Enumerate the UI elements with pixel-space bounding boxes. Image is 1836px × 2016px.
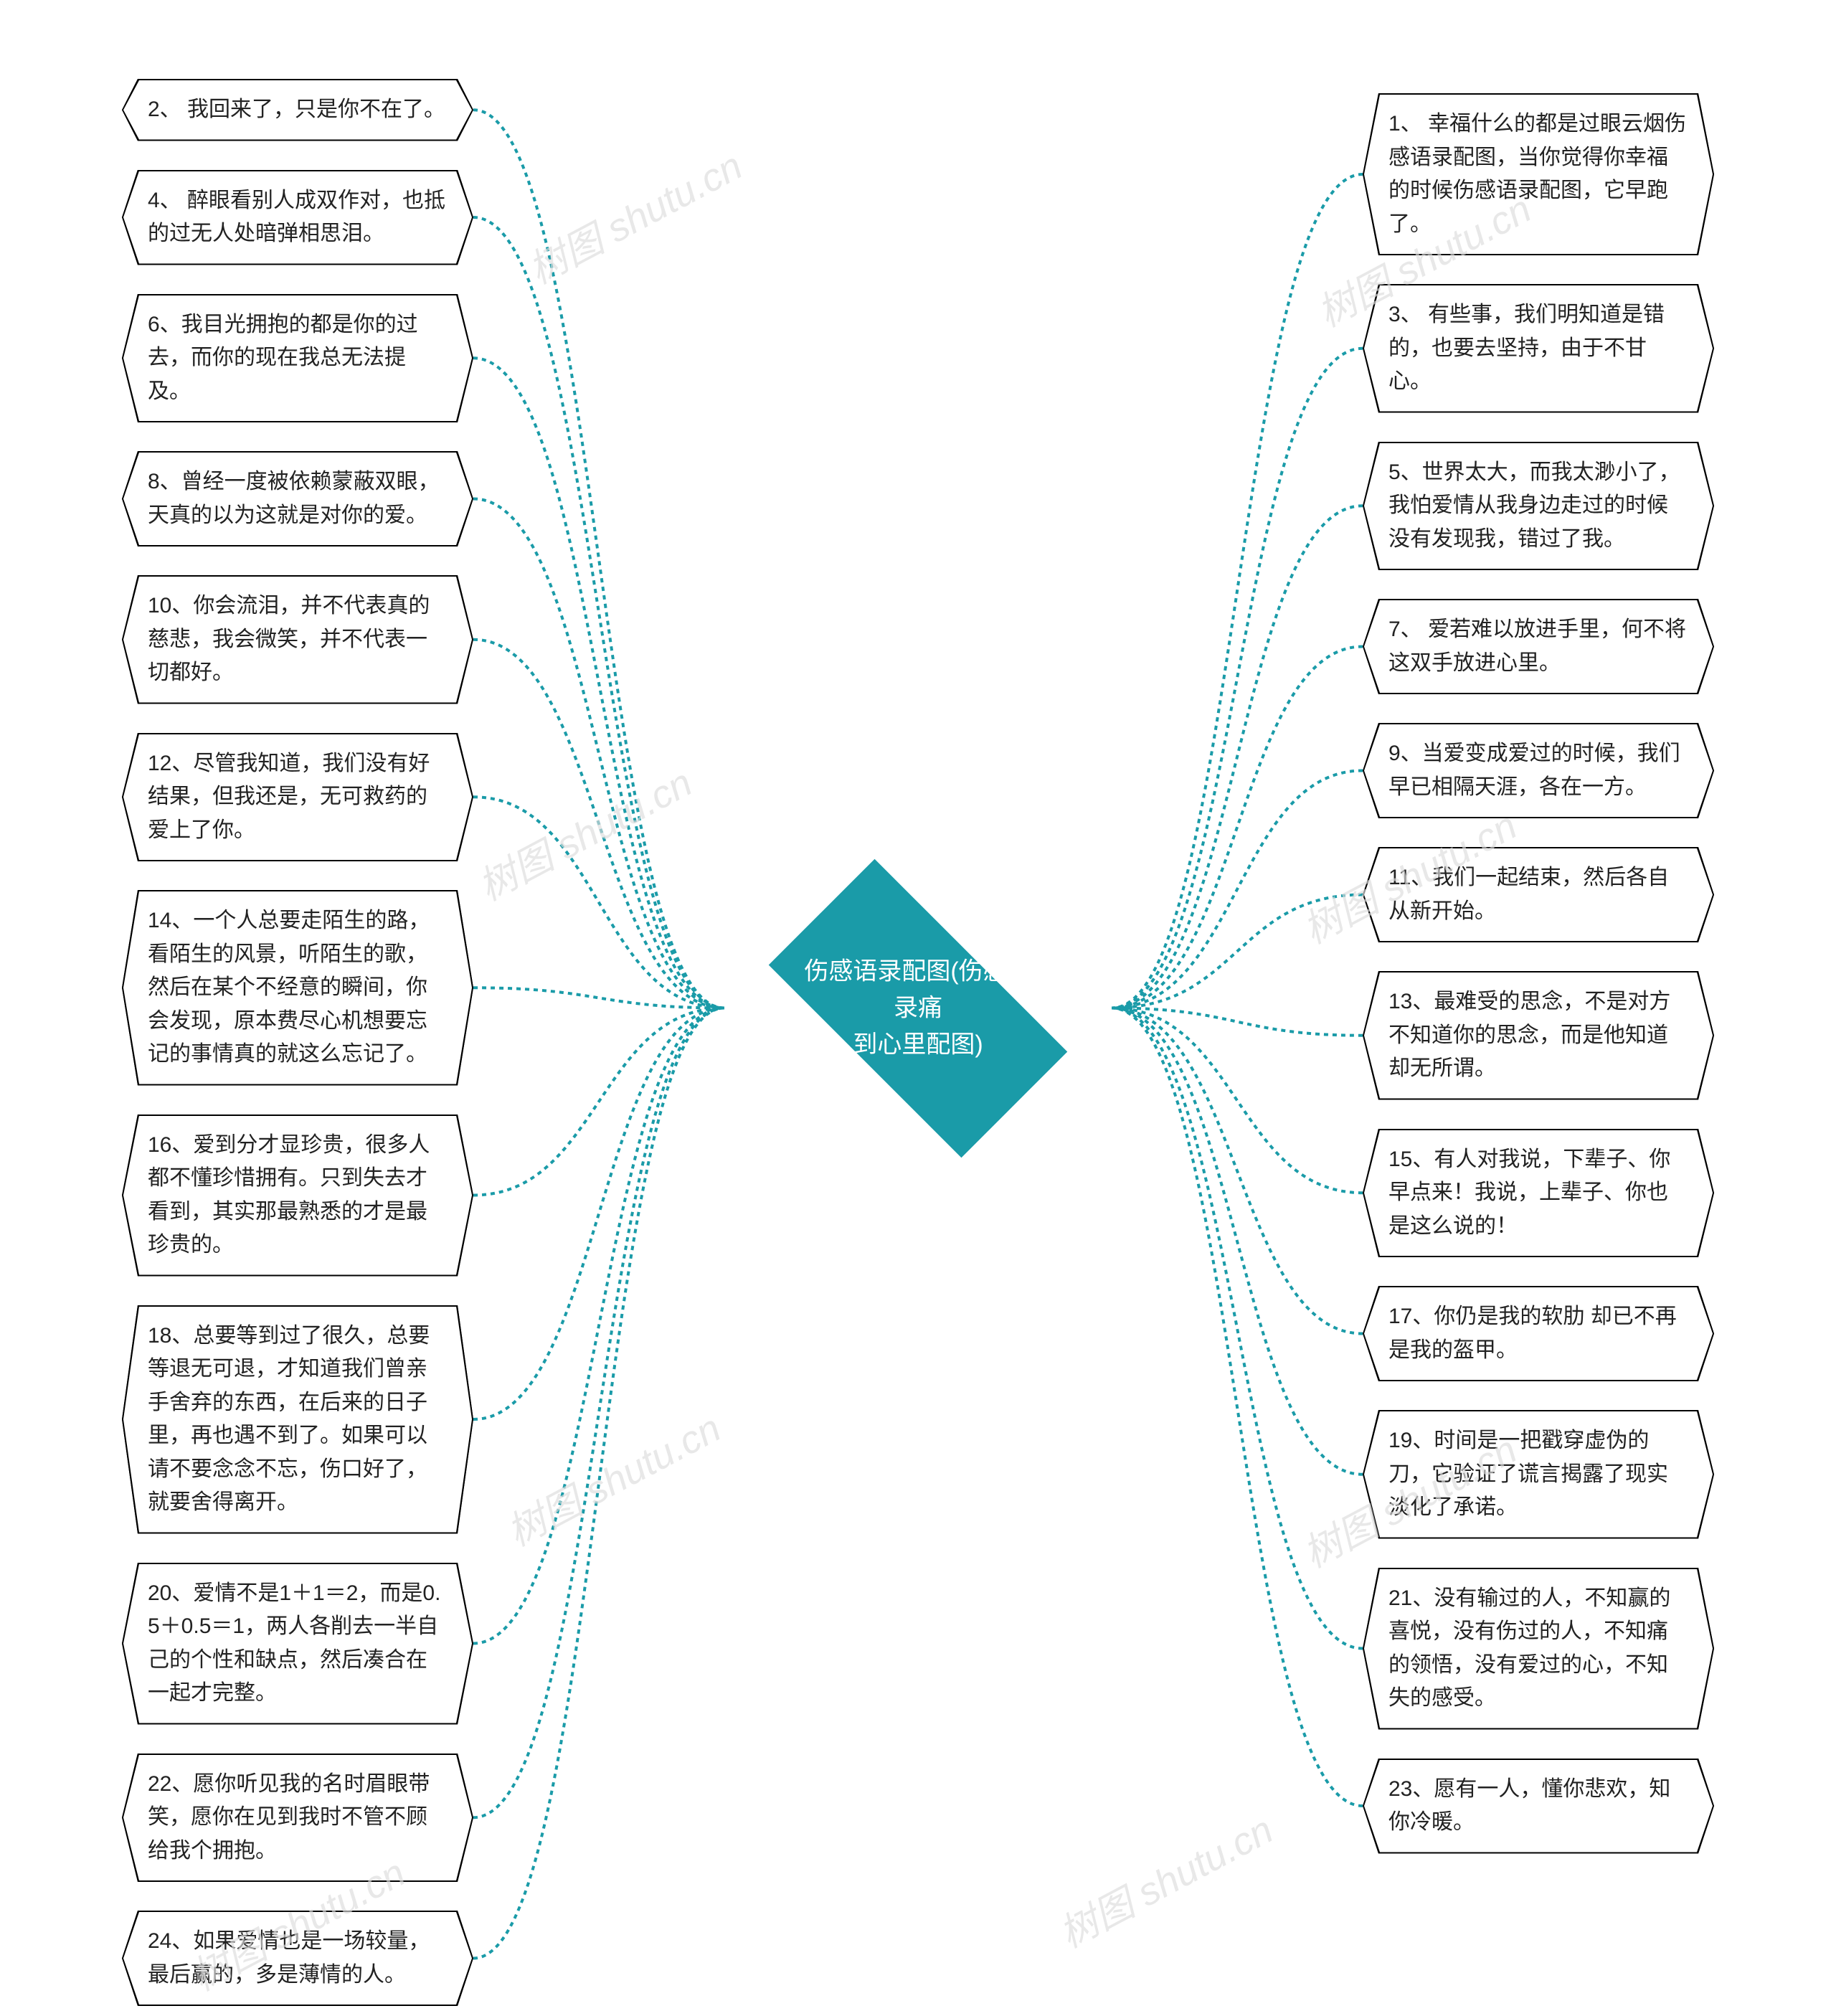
left-node: 12、尽管我知道，我们没有好结果，但我还是，无可救药的爱上了你。: [122, 733, 473, 862]
right-node-text: 17、你仍是我的软肋 却已不再是我的盔甲。: [1364, 1287, 1713, 1380]
left-node-text: 10、你会流泪，并不代表真的慈悲，我会微笑，并不代表一切都好。: [123, 577, 472, 703]
right-node: 9、当爱变成爱过的时候，我们早已相隔天涯，各在一方。: [1363, 723, 1714, 818]
right-node-text: 7、 爱若难以放进手里，何不将这双手放进心里。: [1364, 600, 1713, 693]
left-node-text: 22、愿你听见我的名时眉眼带笑，愿你在见到我时不管不顾给我个拥抱。: [123, 1755, 472, 1881]
right-node: 23、愿有一人，懂你悲欢，知你冷暖。: [1363, 1759, 1714, 1854]
left-node-text: 4、 醉眼看别人成双作对，也抵的过无人处暗弹相思泪。: [123, 171, 472, 264]
watermark-text: 树图 shutu.cn: [467, 752, 701, 912]
right-node: 13、最难受的思念，不是对方不知道你的思念，而是他知道却无所谓。: [1363, 971, 1714, 1100]
right-node: 19、时间是一把戳穿虚伪的刀，它验证了谎言揭露了现实淡化了承诺。: [1363, 1410, 1714, 1539]
right-column: 1、 幸福什么的都是过眼云烟伤感语录配图，当你觉得你幸福的时候伤感语录配图，它早…: [1363, 93, 1714, 1854]
left-node: 18、总要等到过了很久，总要等退无可退，才知道我们曾亲手舍弃的东西，在后来的日子…: [122, 1305, 473, 1534]
right-node: 5、世界太大，而我太渺小了，我怕爱情从我身边走过的时候没有发现我，错过了我。: [1363, 442, 1714, 571]
left-node: 22、愿你听见我的名时眉眼带笑，愿你在见到我时不管不顾给我个拥抱。: [122, 1754, 473, 1883]
right-node: 21、没有输过的人，不知赢的喜悦，没有伤过的人，不知痛的领悟，没有爱过的心，不知…: [1363, 1568, 1714, 1730]
center-node: 伤感语录配图(伤感语录痛 到心里配图): [782, 872, 1054, 1145]
left-node: 20、爱情不是1＋1＝2，而是0.5＋0.5＝1，两人各削去一半自己的个性和缺点…: [122, 1563, 473, 1725]
left-node: 16、爱到分才显珍贵，很多人都不懂珍惜拥有。只到失去才看到，其实那最熟悉的才是最…: [122, 1115, 473, 1277]
right-node-text: 9、当爱变成爱过的时候，我们早已相隔天涯，各在一方。: [1364, 724, 1713, 817]
center-title: 伤感语录配图(伤感语录痛 到心里配图): [803, 953, 1033, 1063]
left-node: 24、如果爱情也是一场较量，最后赢的，多是薄情的人。: [122, 1911, 473, 2006]
left-node-text: 20、爱情不是1＋1＝2，而是0.5＋0.5＝1，两人各削去一半自己的个性和缺点…: [123, 1564, 472, 1723]
left-node: 8、曾经一度被依赖蒙蔽双眼，天真的以为这就是对你的爱。: [122, 451, 473, 546]
right-node-text: 21、没有输过的人，不知赢的喜悦，没有伤过的人，不知痛的领悟，没有爱过的心，不知…: [1364, 1569, 1713, 1728]
watermark-text: 树图 shutu.cn: [517, 135, 751, 295]
left-node-text: 6、我目光拥抱的都是你的过去，而你的现在我总无法提及。: [123, 295, 472, 422]
left-node: 2、 我回来了，只是你不在了。: [122, 79, 473, 141]
right-node: 7、 爱若难以放进手里，何不将这双手放进心里。: [1363, 599, 1714, 694]
watermark-text: 树图 shutu.cn: [496, 1397, 729, 1557]
right-node-text: 19、时间是一把戳穿虚伪的刀，它验证了谎言揭露了现实淡化了承诺。: [1364, 1411, 1713, 1538]
left-node-text: 8、曾经一度被依赖蒙蔽双眼，天真的以为这就是对你的爱。: [123, 453, 472, 545]
left-node: 10、你会流泪，并不代表真的慈悲，我会微笑，并不代表一切都好。: [122, 575, 473, 704]
left-node: 14、一个人总要走陌生的路，看陌生的风景，听陌生的歌，然后在某个不经意的瞬间，你…: [122, 890, 473, 1086]
right-node-text: 13、最难受的思念，不是对方不知道你的思念，而是他知道却无所谓。: [1364, 972, 1713, 1099]
watermark-text: 树图 shutu.cn: [1048, 1799, 1282, 1959]
right-node: 17、你仍是我的软肋 却已不再是我的盔甲。: [1363, 1286, 1714, 1381]
left-node-text: 24、如果爱情也是一场较量，最后赢的，多是薄情的人。: [123, 1912, 472, 2005]
right-node: 15、有人对我说，下辈子、你早点来！我说，上辈子、你也是这么说的！: [1363, 1129, 1714, 1258]
right-node-text: 1、 幸福什么的都是过眼云烟伤感语录配图，当你觉得你幸福的时候伤感语录配图，它早…: [1364, 95, 1713, 254]
left-node: 4、 醉眼看别人成双作对，也抵的过无人处暗弹相思泪。: [122, 170, 473, 265]
left-node-text: 18、总要等到过了很久，总要等退无可退，才知道我们曾亲手舍弃的东西，在后来的日子…: [123, 1307, 472, 1533]
right-node-text: 11、我们一起结束，然后各自从新开始。: [1364, 848, 1713, 941]
right-node-text: 15、有人对我说，下辈子、你早点来！我说，上辈子、你也是这么说的！: [1364, 1130, 1713, 1257]
right-node-text: 23、愿有一人，懂你悲欢，知你冷暖。: [1364, 1760, 1713, 1852]
right-node-text: 5、世界太大，而我太渺小了，我怕爱情从我身边走过的时候没有发现我，错过了我。: [1364, 443, 1713, 569]
right-node-text: 3、 有些事，我们明知道是错的，也要去坚持，由于不甘心。: [1364, 285, 1713, 412]
left-node-text: 16、爱到分才显珍贵，很多人都不懂珍惜拥有。只到失去才看到，其实那最熟悉的才是最…: [123, 1116, 472, 1275]
right-node: 1、 幸福什么的都是过眼云烟伤感语录配图，当你觉得你幸福的时候伤感语录配图，它早…: [1363, 93, 1714, 255]
left-node: 6、我目光拥抱的都是你的过去，而你的现在我总无法提及。: [122, 294, 473, 423]
center-title-line1: 伤感语录配图(伤感语录痛: [804, 957, 1031, 1021]
left-node-text: 2、 我回来了，只是你不在了。: [123, 80, 472, 140]
mindmap-canvas: 树图 shutu.cn 树图 shutu.cn 树图 shutu.cn 树图 shut…: [0, 0, 1836, 2016]
right-node: 3、 有些事，我们明知道是错的，也要去坚持，由于不甘心。: [1363, 284, 1714, 413]
left-column: 2、 我回来了，只是你不在了。 4、 醉眼看别人成双作对，也抵的过无人处暗弹相思泪…: [122, 79, 473, 2006]
left-node-text: 14、一个人总要走陌生的路，看陌生的风景，听陌生的歌，然后在某个不经意的瞬间，你…: [123, 891, 472, 1084]
right-node: 11、我们一起结束，然后各自从新开始。: [1363, 847, 1714, 942]
left-node-text: 12、尽管我知道，我们没有好结果，但我还是，无可救药的爱上了你。: [123, 734, 472, 861]
center-title-line2: 到心里配图): [853, 1031, 983, 1058]
